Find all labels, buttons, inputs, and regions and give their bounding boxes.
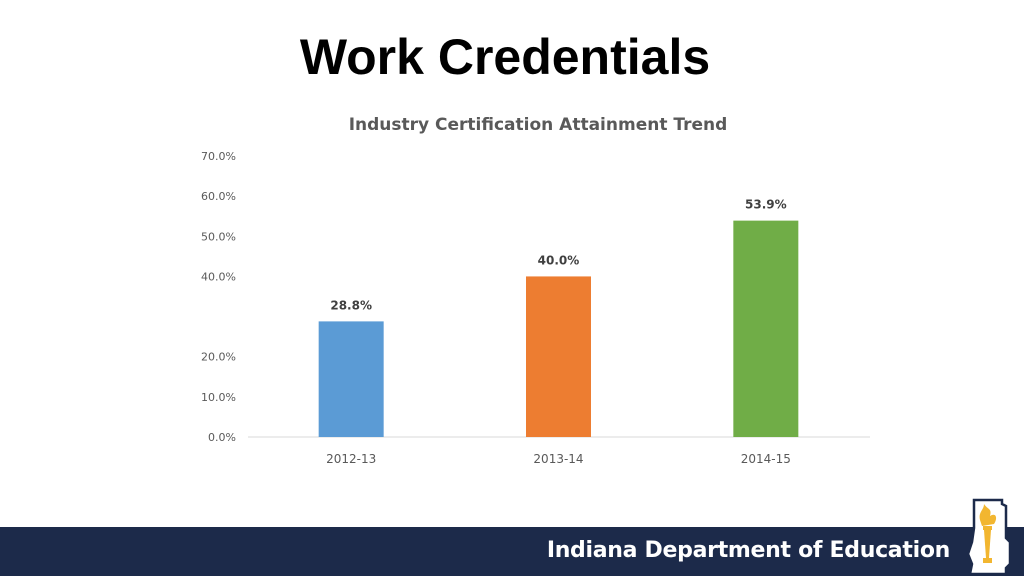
bar-2014-15: [733, 220, 799, 437]
y-tick-label: 70.0%: [201, 150, 236, 163]
organization-name: Indiana Department of Education: [546, 538, 950, 563]
slide-title: Work Credentials: [299, 29, 711, 85]
bar-2012-13: [318, 321, 384, 437]
data-label: 40.0%: [538, 253, 580, 267]
x-category-label: 2014-15: [741, 452, 791, 466]
y-tick-label: 0.0%: [208, 431, 236, 444]
bars-group: 28.8% 2012-13 40.0% 2013-14 53.9% 2014-15: [318, 198, 799, 466]
data-label: 53.9%: [745, 198, 787, 212]
chart-title: Industry Certification Attainment Trend: [349, 115, 728, 135]
indiana-torch-icon: [966, 498, 1012, 576]
footer-band: Indiana Department of Education: [0, 527, 1024, 576]
bar-chart: Industry Certification Attainment Trend …: [201, 115, 870, 466]
x-category-label: 2012-13: [326, 452, 376, 466]
y-tick-label: 10.0%: [201, 391, 236, 404]
y-tick-label: 20.0%: [201, 351, 236, 364]
data-label: 28.8%: [330, 298, 372, 312]
x-category-label: 2013-14: [533, 452, 583, 466]
y-tick-label: 60.0%: [201, 190, 236, 203]
bar-2013-14: [526, 276, 591, 437]
y-tick-label: 40.0%: [201, 270, 236, 283]
y-tick-label: 50.0%: [201, 230, 236, 243]
y-axis: 70.0% 60.0% 50.0% 40.0% 20.0% 10.0% 0.0%: [201, 150, 236, 444]
